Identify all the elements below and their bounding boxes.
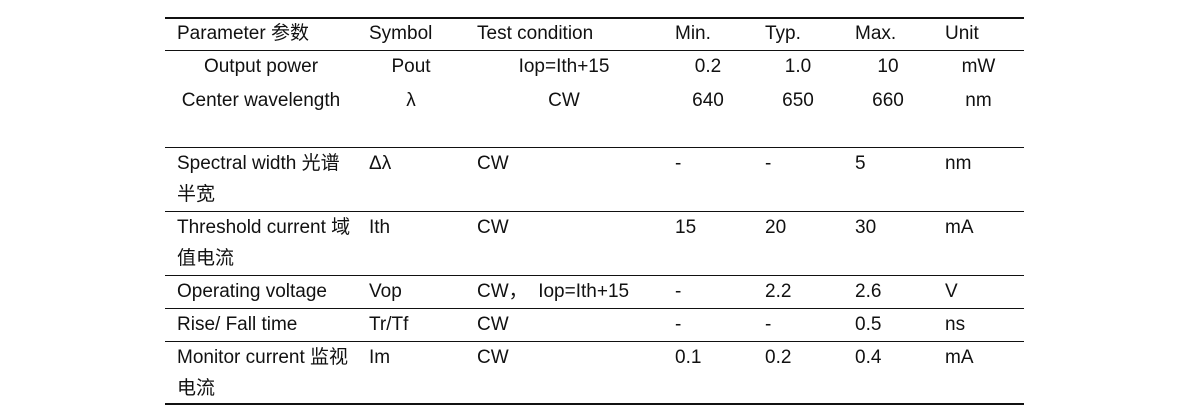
table-cell: 0.4 — [855, 347, 882, 368]
table-cell: - — [675, 281, 682, 302]
table-cell: V — [945, 281, 958, 302]
table-cell: mA — [945, 347, 974, 368]
table-cell: - — [675, 314, 682, 335]
table-rule — [165, 211, 1024, 212]
table-cell: CW — [477, 153, 509, 174]
table-cell: λ — [406, 90, 416, 111]
table-cell: CW — [548, 90, 580, 111]
table-cell: Vop — [369, 281, 402, 302]
table-cell: 0.2 — [765, 347, 792, 368]
table-cell: 640 — [692, 90, 724, 111]
table-rule — [165, 17, 1024, 19]
table-cell: 660 — [872, 90, 904, 111]
table-cell: Iop=Ith+15 — [518, 56, 610, 77]
table-cell: Tr/Tf — [369, 314, 409, 335]
table-cell: 0.5 — [855, 314, 882, 335]
table-cell: ns — [945, 314, 966, 335]
table-cell: CW — [477, 314, 509, 335]
table-cell: Δλ — [369, 153, 392, 174]
table-cell: - — [765, 314, 772, 335]
table-cell: Threshold current 域值电流 — [177, 217, 351, 269]
table-rule — [165, 50, 1024, 51]
table-cell: Spectral width 光谱半宽 — [177, 153, 340, 205]
table-cell: Symbol — [369, 23, 433, 44]
table-cell: mA — [945, 217, 974, 238]
table-cell: 0.1 — [675, 347, 702, 368]
table-rule — [165, 308, 1024, 309]
table-cell: Typ. — [765, 23, 801, 44]
table-cell: Pout — [391, 56, 431, 77]
table-cell: 30 — [855, 217, 877, 238]
table-rule — [165, 341, 1024, 342]
table-rule — [165, 275, 1024, 276]
table-rule — [165, 147, 1024, 148]
table-cell: Output power — [203, 56, 319, 77]
table-cell: 15 — [675, 217, 697, 238]
table-cell: Operating voltage — [177, 281, 327, 302]
table-cell: 2.2 — [765, 281, 792, 302]
table-cell: Unit — [945, 23, 979, 44]
table-cell: mW — [961, 56, 996, 77]
table-cell: 650 — [782, 90, 814, 111]
table-cell: Min. — [675, 23, 711, 44]
table-cell: Im — [369, 347, 391, 368]
table-cell: CW — [477, 347, 509, 368]
table-cell: 20 — [765, 217, 787, 238]
table-cell: - — [765, 153, 772, 174]
table-cell: Parameter 参数 — [177, 23, 309, 44]
table-cell: Monitor current 监视电流 — [177, 347, 349, 399]
table-cell: nm — [965, 90, 992, 111]
table-cell: Test condition — [477, 23, 594, 44]
table-cell: Ith — [369, 217, 391, 238]
table-cell: 2.6 — [855, 281, 882, 302]
table-cell: nm — [945, 153, 972, 174]
table-cell: CW — [477, 217, 509, 238]
table-cell: - — [675, 153, 682, 174]
table-cell: Center wavelength — [181, 90, 341, 111]
table-cell: 10 — [877, 56, 899, 77]
table-cell: Max. — [855, 23, 897, 44]
table-cell: 1.0 — [784, 56, 812, 77]
table-cell: Rise/ Fall time — [177, 314, 298, 335]
table-cell: 0.2 — [694, 56, 722, 77]
table-cell: CW， Iop=Ith+15 — [477, 281, 630, 302]
table-rule — [165, 403, 1024, 405]
table-cell: 5 — [855, 153, 866, 174]
